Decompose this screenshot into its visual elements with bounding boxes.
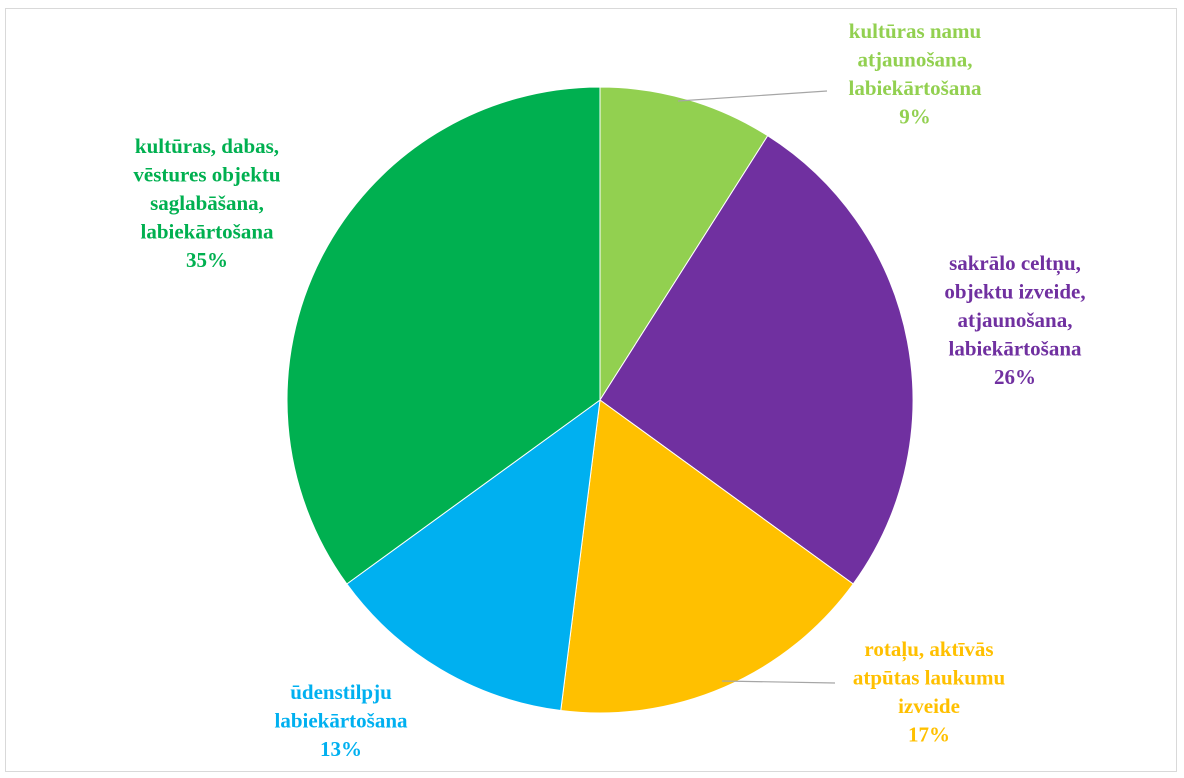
data-label-line: atjaunošana, [958, 308, 1073, 332]
data-label-line: objektu izveide, [944, 280, 1085, 304]
leader-line [721, 680, 836, 684]
data-label-line: labiekārtošana [948, 337, 1082, 361]
data-label-line: kultūras, dabas, [135, 134, 279, 158]
leader-line [677, 90, 828, 102]
data-label: rotaļu, aktīvās atpūtas laukumu izveide 17% [853, 637, 1006, 747]
data-label-line: kultūras namu [849, 19, 982, 43]
data-label-line: saglabāšana, [150, 191, 264, 215]
data-label-line: labiekārtošana [140, 220, 274, 244]
data-label-percent: 17% [908, 723, 950, 747]
data-label: ūdenstilpju labiekārtošana 13% [274, 680, 408, 761]
leader-lines [677, 90, 836, 684]
data-label: kultūras namu atjaunošana, labiekārtošana 9… [848, 19, 982, 129]
pie-slice [346, 398, 601, 712]
data-label-line: rotaļu, aktīvās [864, 637, 993, 662]
data-label: kultūras, dabas, vēstures objektu saglabāš… [133, 134, 281, 272]
data-labels: kultūras namu atjaunošana, labiekārtošana 9… [133, 19, 1085, 761]
data-label-line: labiekārtošana [274, 709, 408, 733]
data-label-line: vēstures objektu [133, 163, 281, 187]
data-label-line: sakrālo celtņu, [949, 251, 1081, 276]
data-label-line: ūdenstilpju [290, 680, 392, 704]
data-label-line: labiekārtošana [848, 76, 982, 100]
data-label-percent: 13% [320, 737, 362, 761]
pie-slice [599, 86, 769, 402]
data-label-percent: 35% [186, 248, 228, 272]
pie-slice [286, 86, 601, 585]
data-label-line: izveide [898, 694, 960, 718]
data-label-percent: 9% [899, 105, 931, 129]
data-label: sakrālo celtņu, objektu izveide, atjaunoša… [944, 251, 1085, 389]
data-label-line: atjaunošana, [858, 48, 973, 72]
data-label-percent: 26% [994, 365, 1036, 389]
pie-slices [286, 86, 914, 714]
pie-slice [599, 135, 914, 585]
data-label-line: atpūtas laukumu [853, 666, 1006, 690]
pie-slice [560, 399, 854, 714]
